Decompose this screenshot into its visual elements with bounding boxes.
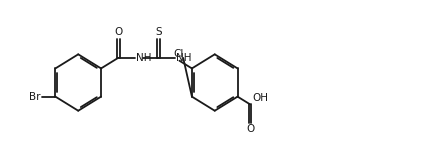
Text: NH: NH <box>136 53 151 63</box>
Text: S: S <box>155 27 162 37</box>
Text: OH: OH <box>253 93 269 103</box>
Text: NH: NH <box>176 53 192 63</box>
Text: O: O <box>246 124 254 134</box>
Text: O: O <box>114 27 122 37</box>
Text: Cl: Cl <box>173 49 184 59</box>
Text: Br: Br <box>29 92 40 102</box>
